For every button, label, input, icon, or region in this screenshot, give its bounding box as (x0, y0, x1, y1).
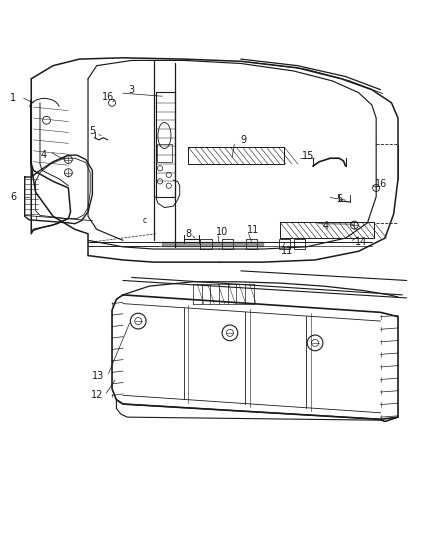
Text: 14: 14 (355, 238, 367, 247)
Text: 16: 16 (102, 92, 114, 102)
Text: 6: 6 (11, 192, 17, 201)
Bar (188, 147, 285, 164)
Text: 11: 11 (247, 225, 259, 235)
Bar (222, 239, 233, 249)
Text: 16: 16 (375, 179, 388, 189)
Bar (280, 222, 374, 238)
Text: 12: 12 (92, 390, 104, 400)
Bar (294, 239, 305, 249)
Text: 9: 9 (240, 135, 246, 145)
Text: 11: 11 (281, 246, 293, 256)
Text: 10: 10 (216, 228, 229, 237)
Bar (200, 239, 212, 249)
Text: 5: 5 (336, 194, 342, 204)
Text: 4: 4 (323, 221, 329, 231)
Text: 13: 13 (92, 370, 104, 381)
Text: 8: 8 (185, 229, 191, 239)
Text: 3: 3 (129, 85, 135, 95)
Text: 4: 4 (40, 150, 46, 160)
Text: 5: 5 (89, 126, 95, 136)
Bar (279, 239, 290, 249)
Text: 15: 15 (302, 151, 314, 161)
Bar (157, 144, 172, 161)
Bar (246, 239, 258, 249)
Text: c: c (143, 216, 147, 225)
Text: 1: 1 (10, 93, 16, 103)
